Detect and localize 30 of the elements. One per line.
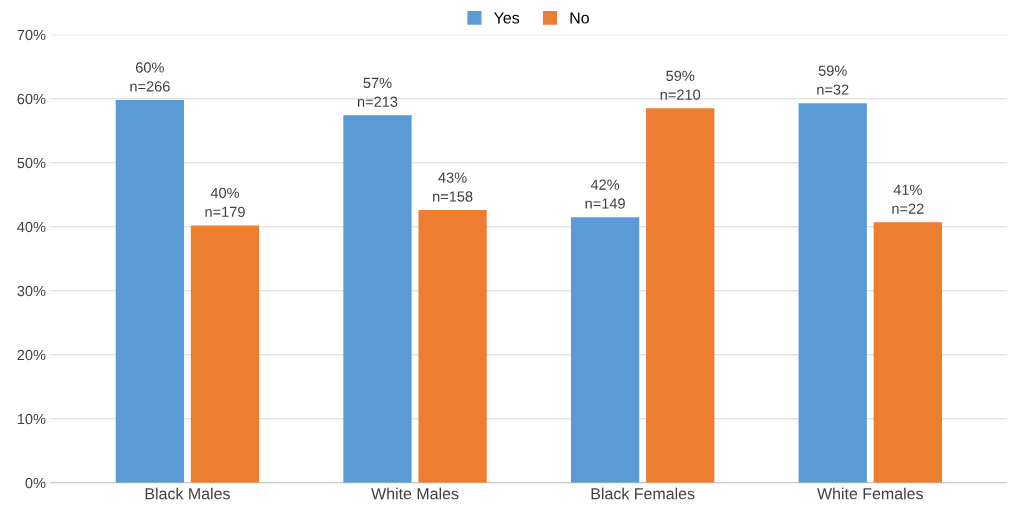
y-tick-label: 20%	[17, 349, 46, 361]
data-label: 42% n=149	[585, 179, 625, 209]
x-tick-label: White Males	[371, 487, 459, 500]
bar	[873, 222, 942, 483]
legend-label: Yes	[493, 12, 520, 24]
bar	[798, 103, 867, 483]
data-label: 59% n=32	[817, 65, 849, 95]
y-tick-label: 30%	[17, 285, 46, 297]
y-tick-label: 40%	[17, 221, 46, 233]
bar	[115, 100, 184, 483]
bar	[190, 225, 260, 483]
bar	[570, 217, 640, 483]
y-tick-label: 10%	[17, 413, 46, 425]
data-label: 59% n=210	[660, 70, 701, 100]
data-label: 57% n=213	[357, 77, 398, 107]
y-tick-label: 50%	[17, 157, 46, 169]
bar	[646, 108, 715, 483]
bar	[343, 115, 412, 483]
x-tick-label: Black Females	[591, 487, 695, 500]
y-tick-label: 0%	[25, 477, 46, 489]
x-tick-label: White Females	[817, 487, 923, 500]
data-label: 60% n=266	[130, 62, 170, 92]
y-tick-label: 70%	[17, 29, 46, 41]
data-label: 43% n=158	[433, 172, 473, 202]
data-label: 40% n=179	[205, 187, 245, 218]
x-tick-label: Black Males	[145, 487, 230, 500]
bar	[418, 210, 487, 483]
data-label: 41% n=22	[892, 184, 924, 214]
y-tick-label: 60%	[17, 93, 46, 105]
legend-label: No	[570, 12, 589, 24]
